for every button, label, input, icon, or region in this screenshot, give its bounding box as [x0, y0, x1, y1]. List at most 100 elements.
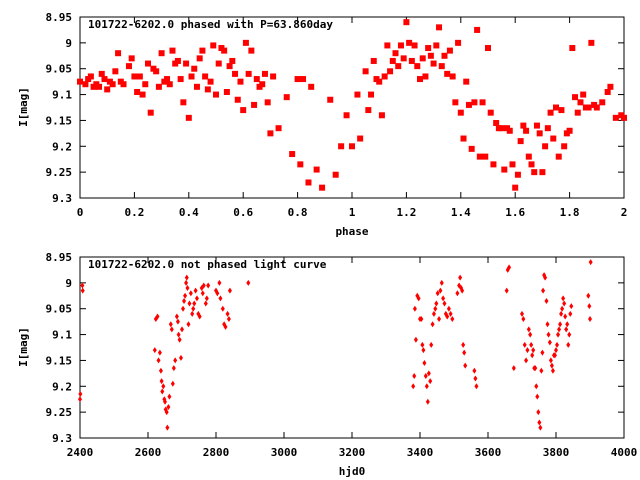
data-point — [308, 83, 315, 90]
data-point — [176, 331, 181, 338]
data-point — [507, 264, 512, 271]
data-point — [201, 282, 206, 289]
data-point — [200, 290, 205, 297]
data-point — [289, 151, 296, 158]
data-point — [462, 349, 467, 356]
data-point — [487, 109, 494, 116]
data-point — [87, 73, 94, 80]
data-point — [568, 310, 573, 317]
data-point — [524, 357, 529, 364]
x-tick-label: 4000 — [611, 446, 638, 459]
y-tick-label: 8.95 — [46, 251, 73, 264]
y-tick-labels: 8.95 9 9.05 9.1 9.15 9.2 9.25 9.3 — [46, 251, 73, 445]
data-point — [305, 179, 312, 186]
data-point — [552, 352, 557, 359]
data-point — [158, 50, 165, 57]
data-point — [533, 122, 540, 129]
data-point — [80, 287, 85, 294]
data-point — [452, 99, 459, 106]
unphased-light-curve-panel: 2400 2600 2800 3000 3200 3400 3600 3800 4000 8.9… — [17, 251, 637, 478]
data-point — [514, 171, 521, 178]
data-point — [569, 303, 574, 310]
data-point — [511, 365, 516, 372]
data-point — [567, 331, 572, 338]
x-tick-label: 0.4 — [179, 206, 199, 219]
data-point — [593, 104, 600, 111]
data-point — [424, 383, 429, 390]
data-point — [449, 73, 456, 80]
plot-title: 101722-6202.0 not phased light curve — [88, 258, 327, 271]
data-point — [542, 143, 549, 150]
data-point — [550, 367, 555, 374]
data-point — [536, 409, 541, 416]
data-point — [327, 96, 334, 103]
data-point — [160, 388, 165, 395]
data-point — [226, 316, 231, 323]
y-tick-label: 9.25 — [46, 166, 73, 179]
data-point — [226, 63, 233, 70]
data-point — [192, 300, 197, 307]
data-point — [313, 166, 320, 173]
data-point — [300, 76, 307, 83]
x-tick-labels: 2400 2600 2800 3000 3200 3400 3600 3800 4000 — [67, 446, 638, 459]
y-tick-label: 9.05 — [46, 63, 73, 76]
data-point — [188, 73, 195, 80]
data-point — [193, 287, 198, 294]
data-point — [543, 274, 548, 281]
data-point — [191, 305, 196, 312]
y-tick-label: 9 — [65, 277, 72, 290]
data-point — [599, 99, 606, 106]
data-point — [297, 161, 304, 168]
data-point — [387, 68, 394, 75]
data-point — [218, 295, 223, 302]
data-point — [376, 78, 383, 85]
data-point — [526, 326, 531, 333]
data-point — [556, 331, 561, 338]
data-point — [206, 282, 211, 289]
x-tick-label: 3200 — [339, 446, 366, 459]
data-point — [517, 138, 524, 145]
data-point — [536, 130, 543, 137]
data-point — [531, 169, 538, 176]
data-point — [403, 19, 410, 26]
data-point — [473, 375, 478, 382]
data-point — [544, 297, 549, 304]
data-point — [474, 383, 479, 390]
data-point — [555, 341, 560, 348]
data-points — [78, 259, 593, 431]
data-point — [463, 78, 470, 85]
data-point — [115, 50, 122, 57]
data-point — [426, 370, 431, 377]
data-point — [430, 321, 435, 328]
data-point — [164, 76, 171, 83]
data-point — [528, 331, 533, 338]
data-point — [471, 99, 478, 106]
data-point — [528, 161, 535, 168]
data-point — [204, 295, 209, 302]
data-point — [564, 326, 569, 333]
data-point — [145, 60, 151, 67]
x-tick-label: 3800 — [543, 446, 570, 459]
data-point — [421, 347, 426, 354]
y-tick-label: 9 — [65, 37, 72, 50]
data-point — [248, 47, 255, 54]
data-point — [170, 380, 175, 387]
data-point — [520, 122, 527, 129]
data-point — [177, 76, 184, 83]
data-point — [349, 143, 355, 150]
data-point — [412, 305, 417, 312]
data-point — [370, 57, 377, 64]
data-point — [450, 316, 455, 323]
data-point — [180, 99, 187, 106]
x-tick-label: 3400 — [407, 446, 434, 459]
data-point — [485, 45, 491, 52]
x-tick-label: 0.6 — [233, 206, 253, 219]
data-point — [175, 318, 180, 325]
data-point — [565, 321, 570, 328]
data-point — [136, 73, 143, 80]
data-point — [498, 125, 505, 132]
data-point — [446, 47, 453, 54]
data-point — [190, 310, 195, 317]
data-point — [202, 73, 209, 80]
